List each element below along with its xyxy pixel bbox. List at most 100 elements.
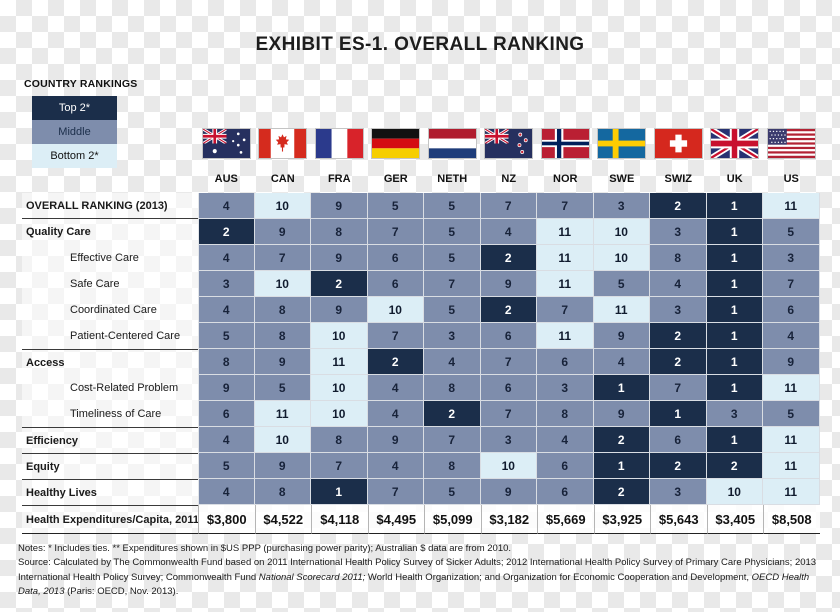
flag-netherlands-icon <box>424 128 481 166</box>
rank-cell: 9 <box>311 245 368 271</box>
column-header-nz: NZ <box>501 173 517 185</box>
rank-cell: 11 <box>537 323 594 349</box>
expenditure-cell: $4,118 <box>311 505 368 534</box>
rank-cell: 2 <box>593 479 650 505</box>
rank-cell: 3 <box>537 375 594 401</box>
rank-cell: 6 <box>763 297 820 323</box>
column-header-fra: FRA <box>327 173 351 185</box>
legend-swatch-bottom2: Bottom 2* <box>32 144 117 168</box>
rank-cell: 1 <box>593 375 650 401</box>
rank-cell: 7 <box>537 193 594 219</box>
rank-cell: 1 <box>706 271 763 297</box>
rank-cell: 11 <box>763 193 820 219</box>
rank-cell: 2 <box>650 349 707 375</box>
rank-cell: 1 <box>706 297 763 323</box>
row-label: Coordinated Care <box>22 297 198 323</box>
rank-cell: 8 <box>311 219 368 245</box>
rank-cell: 3 <box>650 297 707 323</box>
rank-cell: 10 <box>311 375 368 401</box>
rank-cell: 2 <box>650 453 707 479</box>
rank-cell: 7 <box>254 245 311 271</box>
rank-cell: 8 <box>254 479 311 505</box>
rank-cell: 3 <box>650 479 707 505</box>
rank-cell: 9 <box>593 401 650 427</box>
rank-cell: 7 <box>480 401 537 427</box>
expenditure-cell: $3,405 <box>706 505 763 534</box>
rank-cell: 4 <box>480 219 537 245</box>
rank-cell: 11 <box>254 401 311 427</box>
rank-cell: 1 <box>706 219 763 245</box>
rank-cell: 8 <box>424 453 481 479</box>
rank-cell: 9 <box>311 297 368 323</box>
rank-cell: 5 <box>424 479 481 505</box>
flag-norway-icon <box>537 128 594 166</box>
rank-cell: 4 <box>198 245 255 271</box>
rank-cell: 1 <box>311 479 368 505</box>
expenditure-cell: $3,925 <box>593 505 650 534</box>
rank-cell: 8 <box>254 323 311 349</box>
rank-cell: 11 <box>537 271 594 297</box>
row-label: Effective Care <box>22 245 198 271</box>
rank-cell: 9 <box>480 479 537 505</box>
rank-cell: 4 <box>367 375 424 401</box>
rank-cell: 1 <box>706 323 763 349</box>
rank-cell: 8 <box>311 427 368 453</box>
rank-cell: 7 <box>424 271 481 297</box>
rank-cell: 2 <box>650 193 707 219</box>
rank-cell: 9 <box>480 271 537 297</box>
rank-cell: 4 <box>424 349 481 375</box>
rank-cell: 5 <box>424 297 481 323</box>
rank-cell: 3 <box>650 219 707 245</box>
rank-cell: 5 <box>424 219 481 245</box>
rank-cell: 7 <box>367 479 424 505</box>
legend-swatch-middle: Middle <box>32 120 117 144</box>
rank-cell: 9 <box>254 349 311 375</box>
rank-cell: 8 <box>650 245 707 271</box>
rank-cell: 4 <box>367 401 424 427</box>
rank-cell: 4 <box>198 193 255 219</box>
row-label: Cost-Related Problem <box>22 375 198 401</box>
rank-cell: 1 <box>650 401 707 427</box>
rank-cell: 11 <box>763 427 820 453</box>
rank-cell: 10 <box>254 193 311 219</box>
column-header-us: US <box>783 173 799 185</box>
row-label: Healthy Lives <box>22 479 198 505</box>
source-line: Source: Calculated by The Commonwealth F… <box>18 557 817 597</box>
rank-cell: 2 <box>311 271 368 297</box>
column-header-swe: SWE <box>609 173 635 185</box>
expenditure-cell: $5,669 <box>537 505 594 534</box>
column-header-neth: NETH <box>437 173 468 185</box>
rank-cell: 2 <box>593 427 650 453</box>
flag-france-icon <box>311 128 368 166</box>
rank-cell: 11 <box>763 479 820 505</box>
rank-cell: 3 <box>763 245 820 271</box>
rank-cell: 1 <box>706 193 763 219</box>
rank-cell: 6 <box>198 401 255 427</box>
table-corner <box>22 166 198 193</box>
ranking-table: AUS CAN FRA GER NETH NZ NOR SWE SWIZ UK … <box>22 128 820 534</box>
rank-cell: 5 <box>763 401 820 427</box>
flag-united-states-icon <box>763 128 820 166</box>
rank-cell: 6 <box>537 349 594 375</box>
rank-cell: 4 <box>537 427 594 453</box>
flag-united-kingdom-icon <box>707 128 764 166</box>
rank-cell: 11 <box>763 453 820 479</box>
rank-cell: 4 <box>593 349 650 375</box>
rank-cell: 2 <box>198 219 255 245</box>
rank-cell: 3 <box>593 193 650 219</box>
rank-cell: 5 <box>254 375 311 401</box>
rank-cell: 2 <box>706 453 763 479</box>
rank-cell: 9 <box>311 193 368 219</box>
rank-cell: 6 <box>537 479 594 505</box>
rank-cell: 9 <box>198 375 255 401</box>
rank-cell: 9 <box>254 453 311 479</box>
row-label: Safe Care <box>22 271 198 297</box>
rank-cell: 2 <box>424 401 481 427</box>
rank-cell: 11 <box>537 245 594 271</box>
row-label-expenditures: Health Expenditures/Capita, 2011** <box>22 505 198 534</box>
expenditure-cell: $8,508 <box>763 505 820 534</box>
flag-switzerland-icon <box>650 128 707 166</box>
rank-cell: 1 <box>706 375 763 401</box>
rank-cell: 10 <box>593 219 650 245</box>
